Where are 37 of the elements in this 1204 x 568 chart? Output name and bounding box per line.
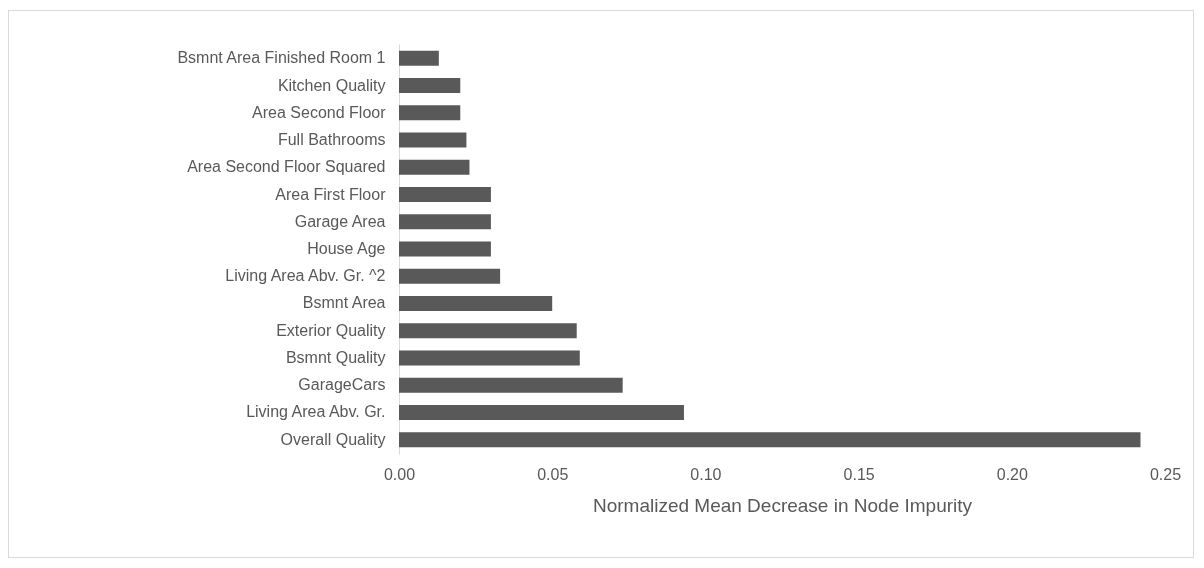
y-tick-label: Living Area Abv. Gr. ^2 — [225, 267, 386, 285]
x-tick-label: 0.10 — [690, 465, 722, 483]
x-tick-label: 0.15 — [843, 465, 875, 483]
bar — [399, 241, 491, 257]
bar — [399, 377, 623, 393]
x-tick-label: 0.25 — [1149, 465, 1182, 483]
bar — [399, 404, 684, 420]
y-tick-label: Kitchen Quality — [277, 76, 386, 94]
y-tick-label: Full Bathrooms — [277, 131, 386, 149]
bar — [399, 187, 491, 203]
y-tick-label: Bsmnt Area Finished Room 1 — [177, 49, 386, 67]
x-axis-title: Normalized Mean Decrease in Node Impurity — [592, 494, 973, 516]
y-tick-label: Bsmnt Area — [302, 294, 386, 312]
bar — [399, 78, 461, 94]
bar — [399, 132, 467, 148]
bar — [399, 350, 580, 366]
y-tick-label: Bsmnt Quality — [285, 348, 386, 366]
y-tick-label: Garage Area — [294, 212, 386, 230]
x-tick-label: 0.00 — [383, 465, 416, 483]
bar — [399, 159, 470, 175]
bar — [399, 295, 553, 311]
bar — [399, 50, 439, 66]
bar — [399, 268, 501, 284]
x-tick-label: 0.05 — [537, 465, 569, 483]
y-tick-label: Area First Floor — [275, 185, 387, 203]
y-tick-label: Area Second Floor Squared — [187, 158, 386, 176]
y-tick-label: Area Second Floor — [252, 103, 387, 121]
x-tick-label: 0.20 — [996, 465, 1028, 483]
bar — [399, 214, 491, 230]
y-tick-label: Overall Quality — [280, 430, 386, 448]
y-tick-label: House Age — [307, 240, 386, 257]
y-tick-label: GarageCars — [298, 376, 386, 394]
bar — [399, 432, 1141, 448]
y-tick-label: Living Area Abv. Gr. — [246, 403, 386, 421]
bar — [399, 105, 461, 121]
bar — [399, 323, 577, 339]
y-tick-label: Exterior Quality — [276, 321, 386, 339]
